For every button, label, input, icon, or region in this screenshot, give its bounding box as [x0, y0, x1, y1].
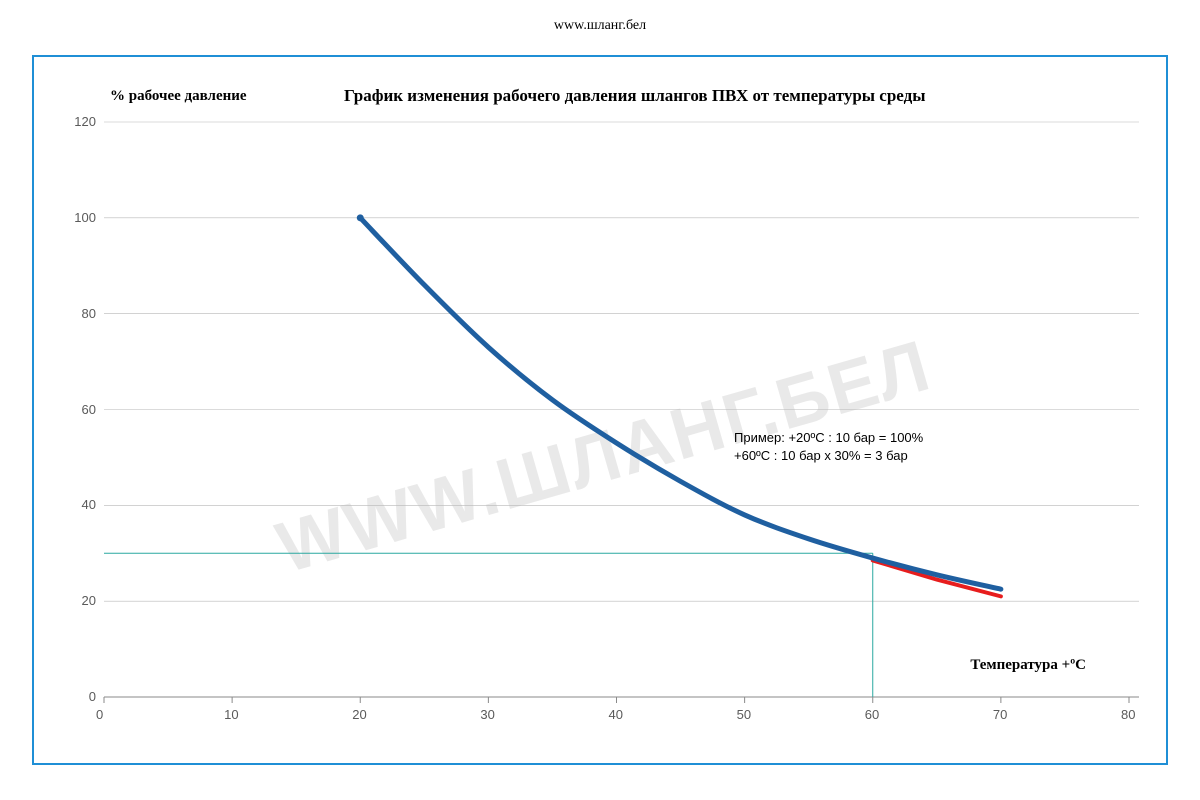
x-tick-label: 0 — [96, 707, 103, 722]
chart-frame: WWW.ШЛАНГ.БЕЛ % рабочее давление График … — [32, 55, 1168, 765]
x-tick-label: 10 — [224, 707, 238, 722]
x-tick-label: 50 — [737, 707, 751, 722]
y-tick-label: 100 — [74, 210, 96, 225]
x-tick-label: 60 — [865, 707, 879, 722]
x-tick-label: 40 — [609, 707, 623, 722]
y-tick-label: 80 — [82, 306, 96, 321]
x-tick-label: 30 — [480, 707, 494, 722]
y-tick-label: 0 — [89, 689, 96, 704]
y-tick-label: 60 — [82, 402, 96, 417]
header-url: www.шланг.бел — [0, 18, 1200, 34]
x-tick-label: 70 — [993, 707, 1007, 722]
y-tick-label: 20 — [82, 593, 96, 608]
x-tick-label: 20 — [352, 707, 366, 722]
y-tick-label: 120 — [74, 114, 96, 129]
x-tick-label: 80 — [1121, 707, 1135, 722]
chart-svg — [34, 57, 1166, 763]
y-tick-label: 40 — [82, 497, 96, 512]
